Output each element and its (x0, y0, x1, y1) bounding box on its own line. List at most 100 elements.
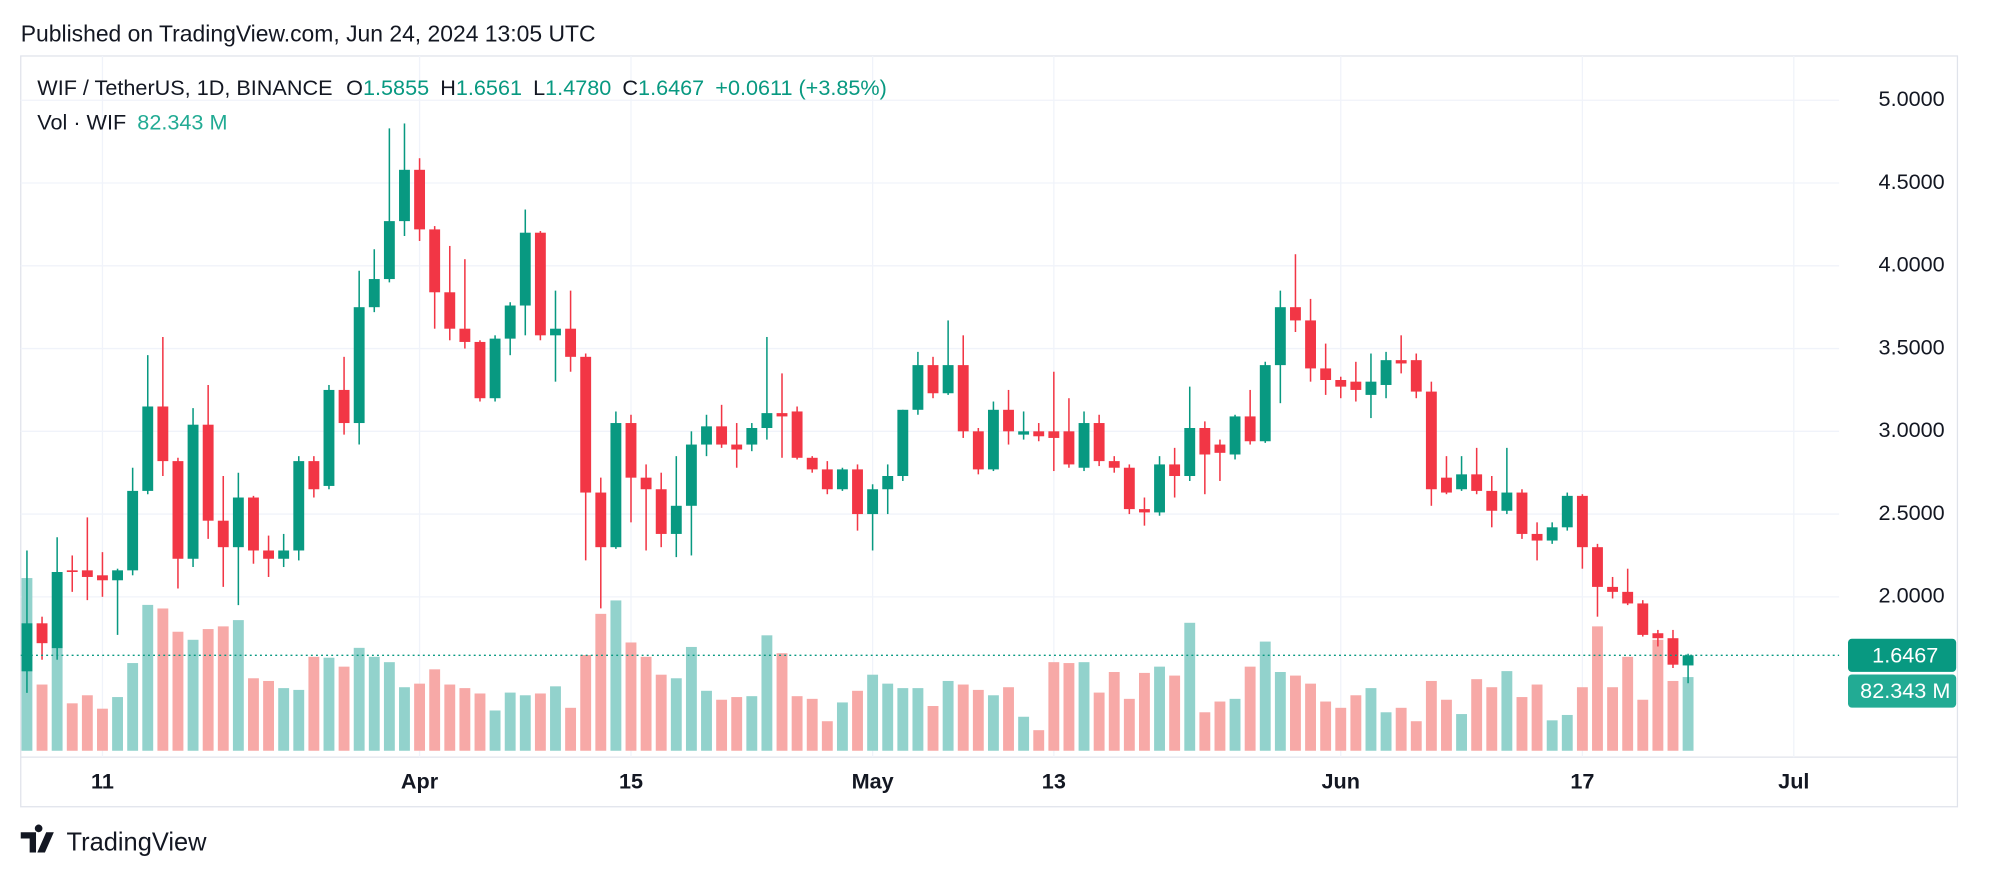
volume-bar (897, 688, 909, 751)
candle-body (1682, 655, 1694, 666)
volume-bar (444, 684, 456, 751)
candle-body (806, 457, 818, 470)
volume-bar (489, 710, 501, 751)
volume-bar (957, 684, 969, 751)
volume-bar (731, 697, 743, 751)
last-volume-label: 82.343 M (1860, 678, 1950, 703)
volume-bar (806, 698, 818, 751)
candle-body (655, 489, 667, 534)
candle-body (550, 328, 561, 336)
candle-body (1003, 409, 1014, 432)
volume-legend-value: 82.343 M (137, 109, 227, 134)
volume-bar (127, 663, 139, 751)
legend-high: 1.6561 (456, 75, 522, 100)
legend-close: 1.6467 (638, 75, 704, 100)
volume-bar (323, 657, 335, 751)
y-tick-label: 5.0000 (1879, 86, 1945, 111)
volume-legend: Vol · WIF 82.343 M (37, 109, 227, 134)
volume-bar (278, 688, 290, 751)
volume-bar (232, 620, 244, 751)
volume-bar (474, 693, 486, 751)
volume-bar (1108, 672, 1120, 751)
candle-body (867, 489, 879, 515)
legend-low: 1.4780 (545, 75, 611, 100)
volume-bar (1033, 730, 1045, 751)
candle-body (202, 424, 214, 521)
volume-bar (1229, 698, 1241, 751)
candle-body (1335, 380, 1347, 387)
candle-body (1108, 461, 1120, 468)
x-tick-label: 13 (1042, 768, 1066, 793)
volume-bar (81, 695, 93, 751)
volume-bar (1199, 712, 1211, 751)
candle-body (1576, 495, 1588, 548)
candle-body (987, 409, 999, 470)
published-note: Published on TradingView.com, Jun 24, 20… (21, 21, 596, 47)
volume-bar (987, 695, 999, 751)
candle-body (1471, 474, 1483, 491)
candle-body (1033, 431, 1045, 437)
candle-body (1214, 444, 1226, 453)
candle-body (1546, 527, 1558, 541)
x-tick-label: Jul (1778, 768, 1809, 793)
candle-body (1501, 492, 1513, 511)
volume-bar (112, 697, 123, 751)
volume-bar (142, 604, 154, 751)
volume-bar (580, 655, 592, 751)
volume-bar (383, 662, 395, 751)
candle-body (701, 426, 712, 445)
candle-body (1305, 320, 1316, 369)
volume-bar (1531, 684, 1543, 751)
candle-body (217, 520, 229, 548)
volume-bar (66, 703, 78, 751)
candle-body (51, 572, 63, 649)
volume-bar (459, 688, 471, 751)
candle-body (1078, 423, 1090, 468)
volume-bar (1592, 626, 1603, 751)
candle-body (66, 570, 78, 573)
volume-bar (1048, 662, 1060, 751)
volume-bar (972, 689, 984, 751)
candle-body (852, 469, 863, 515)
candle-body (565, 328, 577, 357)
candle-body (504, 305, 516, 339)
candle-body (927, 365, 939, 394)
volume-bar (1380, 712, 1392, 751)
x-tick-label: 11 (91, 768, 114, 793)
volume-bar (1078, 662, 1090, 751)
candle-body (293, 461, 305, 551)
volume-bar (399, 687, 410, 751)
volume-bar (595, 613, 607, 751)
candle-body (1637, 603, 1649, 635)
candle-body (640, 477, 652, 490)
candle-body (1652, 633, 1664, 639)
volume-bar (655, 674, 667, 751)
volume-bar (414, 683, 426, 751)
candle-body (399, 169, 410, 222)
x-tick-label: Apr (401, 768, 439, 793)
candle-body (1531, 533, 1543, 541)
volume-bar (1305, 683, 1316, 751)
volume-bar (1184, 622, 1196, 751)
candle-body (1667, 638, 1679, 665)
volume-bar (1652, 639, 1664, 751)
candle-body (263, 550, 274, 559)
candle-body (1456, 474, 1468, 490)
candle-body (1380, 360, 1392, 385)
candle-body (957, 365, 969, 432)
y-tick-label: 3.0000 (1879, 417, 1945, 442)
candle-body (625, 423, 637, 478)
volume-bar (852, 690, 863, 751)
candle-body (595, 492, 607, 548)
candle-body (1244, 416, 1256, 442)
candle-body (232, 497, 244, 548)
last-price-badge (1848, 638, 1957, 672)
candle-body (1063, 431, 1075, 465)
candle-body (882, 476, 894, 490)
volume-bar (1395, 707, 1407, 751)
candle-body (836, 469, 848, 490)
volume-bar (1018, 716, 1030, 751)
candle-body (1199, 428, 1211, 455)
legend-open-label: O (346, 75, 363, 100)
